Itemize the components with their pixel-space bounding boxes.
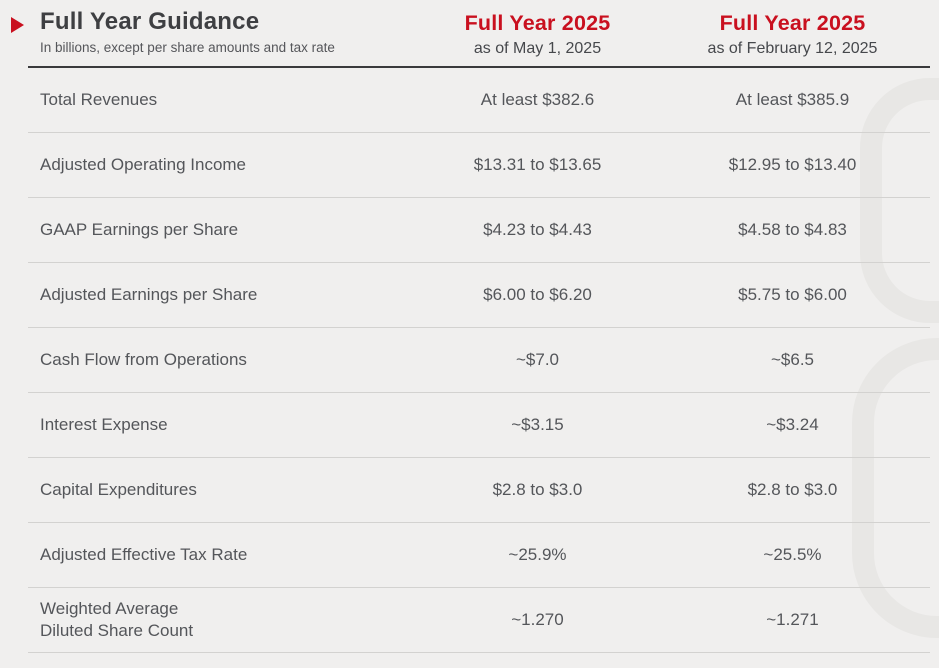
guidance-table: Total Revenues At least $382.6 At least … [28,68,930,653]
value-feb: ~1.271 [766,610,819,629]
title-block: Full Year Guidance In billions, except p… [0,0,420,55]
row-label: Adjusted Operating Income [40,154,247,174]
table-row-diluted-share-count: Weighted Average Diluted Share Count ~1.… [28,588,930,653]
table-row-adjusted-tax-rate: Adjusted Effective Tax Rate ~25.9% ~25.5… [28,523,930,588]
value-may: ~$7.0 [515,350,559,369]
value-may: $2.8 to $3.0 [492,480,583,499]
page-subtitle: In billions, except per share amounts an… [40,40,335,55]
value-may: ~1.270 [511,610,564,629]
value-feb: ~$3.24 [766,415,819,434]
row-label: Weighted Average Diluted Share Count [40,598,194,640]
row-label: Capital Expenditures [40,479,197,499]
red-triangle-bullet-icon [11,17,24,33]
column-title-feb: Full Year 2025 [719,11,866,35]
value-feb: ~$6.5 [770,350,814,369]
column-subtitle-feb: as of February 12, 2025 [707,40,878,57]
column-header-feb: Full Year 2025 as of February 12, 2025 [655,0,930,58]
value-may: ~25.9% [508,545,567,564]
value-may: $6.00 to $6.20 [483,285,592,304]
row-label: Total Revenues [40,89,158,109]
value-feb: $5.75 to $6.00 [738,285,847,304]
value-may: At least $382.6 [480,90,595,109]
header-divider [28,66,930,68]
table-header: Full Year Guidance In billions, except p… [0,0,939,58]
row-label: GAAP Earnings per Share [40,219,239,239]
value-feb: $12.95 to $13.40 [728,155,857,174]
value-feb: $4.58 to $4.83 [738,220,847,239]
value-feb: ~25.5% [763,545,822,564]
value-may: $4.23 to $4.43 [483,220,592,239]
table-row-interest-expense: Interest Expense ~$3.15 ~$3.24 [28,393,930,458]
column-title-may: Full Year 2025 [464,11,611,35]
table-row-capital-expenditures: Capital Expenditures $2.8 to $3.0 $2.8 t… [28,458,930,523]
value-may: ~$3.15 [511,415,564,434]
table-row-gaap-eps: GAAP Earnings per Share $4.23 to $4.43 $… [28,198,930,263]
column-subtitle-may: as of May 1, 2025 [473,40,602,57]
table-row-total-revenues: Total Revenues At least $382.6 At least … [28,68,930,133]
row-label: Adjusted Effective Tax Rate [40,544,248,564]
column-header-may: Full Year 2025 as of May 1, 2025 [420,0,655,58]
row-label: Interest Expense [40,414,168,434]
table-row-adjusted-eps: Adjusted Earnings per Share $6.00 to $6.… [28,263,930,328]
value-feb: At least $385.9 [735,90,850,109]
guidance-slide: Full Year Guidance In billions, except p… [0,0,939,653]
page-title: Full Year Guidance [40,8,260,35]
value-feb: $2.8 to $3.0 [747,480,838,499]
table-row-adjusted-operating-income: Adjusted Operating Income $13.31 to $13.… [28,133,930,198]
row-label: Adjusted Earnings per Share [40,284,258,304]
table-row-cash-flow: Cash Flow from Operations ~$7.0 ~$6.5 [28,328,930,393]
row-label: Cash Flow from Operations [40,349,247,369]
value-may: $13.31 to $13.65 [473,155,602,174]
